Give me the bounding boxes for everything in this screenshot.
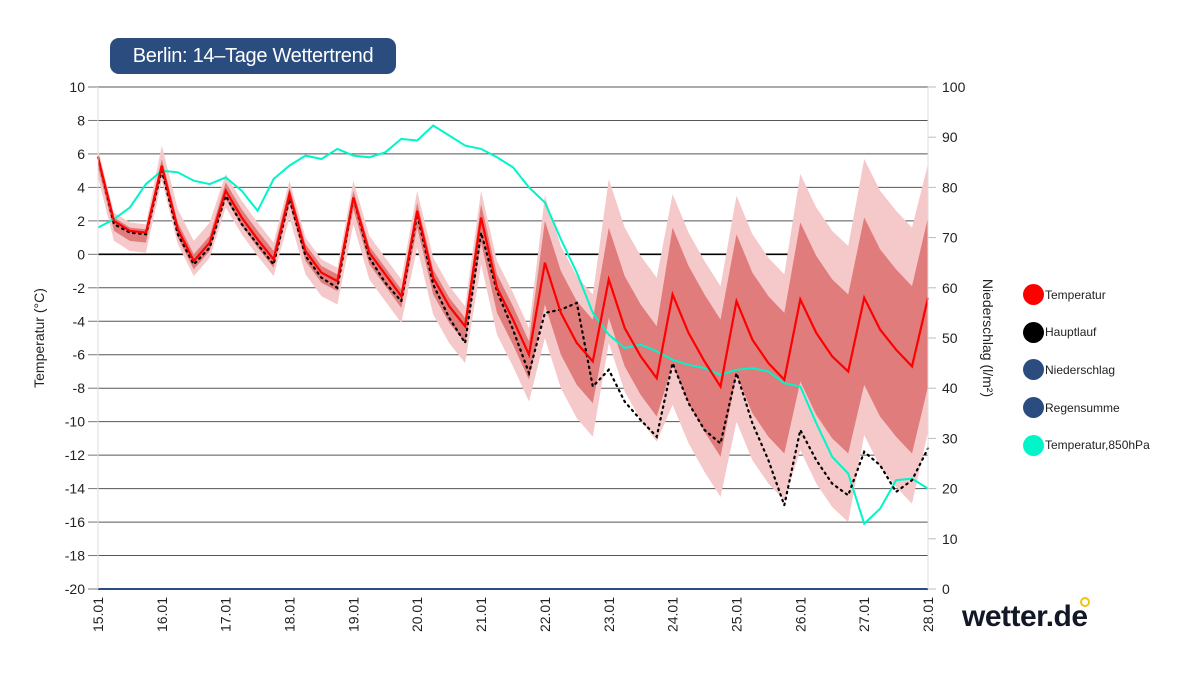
y2-tick-label: 70 — [942, 230, 958, 246]
y2-tick-label: 100 — [942, 79, 966, 95]
chart-title-badge: Berlin: 14–Tage Wettertrend — [110, 38, 396, 74]
y-tick-label: -18 — [65, 548, 85, 564]
y2-tick-label: 50 — [942, 330, 958, 346]
series-lines — [96, 124, 930, 590]
y-tick-label: -16 — [65, 514, 85, 530]
legend-label: Hauptlauf — [1045, 325, 1097, 340]
legend-dot-icon — [1023, 321, 1044, 343]
t850-line — [97, 124, 929, 526]
y-tick-label: 4 — [77, 179, 85, 195]
x-tick-label: 20.01 — [409, 597, 425, 632]
legend-item-regensumme[interactable]: Regensumme — [1023, 389, 1150, 427]
y-tick-label: -4 — [73, 313, 86, 329]
x-tick-label: 22.01 — [537, 597, 553, 632]
gridlines — [98, 86, 928, 590]
x-tick-label: 16.01 — [154, 597, 170, 632]
y-tick-label: -2 — [73, 280, 86, 296]
x-tick-label: 17.01 — [218, 597, 234, 632]
legend-item-temperatur-850hpa[interactable]: Temperatur,850hPa — [1023, 426, 1150, 464]
y2-tick-label: 10 — [942, 531, 958, 547]
y2-tick-label: 60 — [942, 280, 958, 296]
x-tick-label: 28.01 — [920, 597, 936, 632]
temperature-line — [96, 157, 930, 390]
legend-label: Temperatur — [1045, 287, 1106, 302]
legend-item-hauptlauf[interactable]: Hauptlauf — [1023, 314, 1150, 352]
y-tick-label: -6 — [73, 347, 86, 363]
legend-dot-icon — [1023, 284, 1044, 306]
y2-tick-label: 40 — [942, 380, 958, 396]
legend-label: Temperatur,850hPa — [1045, 438, 1150, 453]
axes: 1086420-2-4-6-8-10-12-14-16-18-201009080… — [65, 79, 966, 632]
y-tick-label: -20 — [65, 581, 85, 597]
y2-tick-label: 80 — [942, 179, 958, 195]
y-tick-label: -8 — [73, 380, 86, 396]
y-tick-label: 10 — [69, 79, 85, 95]
y-tick-label: -10 — [65, 414, 85, 430]
legend-label: Niederschlag — [1045, 362, 1116, 377]
y-tick-label: -12 — [65, 447, 85, 463]
y-tick-label: 8 — [77, 112, 85, 128]
legend-item-niederschlag[interactable]: Niederschlag — [1023, 351, 1150, 389]
y-tick-label: -14 — [65, 481, 85, 497]
x-tick-label: 19.01 — [345, 597, 361, 632]
y2-axis-title: Niederschlag (l/m²) — [980, 279, 996, 397]
legend-dot-icon — [1023, 397, 1044, 419]
x-tick-label: 18.01 — [282, 597, 298, 632]
x-tick-label: 24.01 — [665, 597, 681, 632]
y-tick-label: 6 — [77, 146, 85, 162]
x-tick-label: 25.01 — [728, 597, 744, 632]
wetter-de-logo: wetter.de — [962, 600, 1088, 633]
x-tick-label: 27.01 — [856, 597, 872, 632]
legend: Temperatur Hauptlauf Niederschlag Regens… — [1023, 276, 1150, 464]
legend-dot-icon — [1023, 434, 1044, 456]
legend-label: Regensumme — [1045, 400, 1120, 415]
y2-tick-label: 30 — [942, 430, 958, 446]
y-tick-label: 0 — [77, 246, 85, 262]
x-tick-label: 21.01 — [473, 597, 489, 632]
y2-tick-label: 20 — [942, 481, 958, 497]
logo-dot-icon — [1080, 597, 1090, 607]
x-tick-label: 23.01 — [601, 597, 617, 632]
legend-dot-icon — [1023, 359, 1044, 381]
y-axis-title: Temperatur (°C) — [31, 288, 47, 388]
hauptlauf-line — [96, 156, 930, 510]
x-tick-label: 15.01 — [90, 597, 106, 632]
y-tick-label: 2 — [77, 213, 85, 229]
y2-tick-label: 0 — [942, 581, 950, 597]
y2-tick-label: 90 — [942, 129, 958, 145]
x-tick-label: 26.01 — [792, 597, 808, 632]
legend-item-temperatur[interactable]: Temperatur — [1023, 276, 1150, 314]
